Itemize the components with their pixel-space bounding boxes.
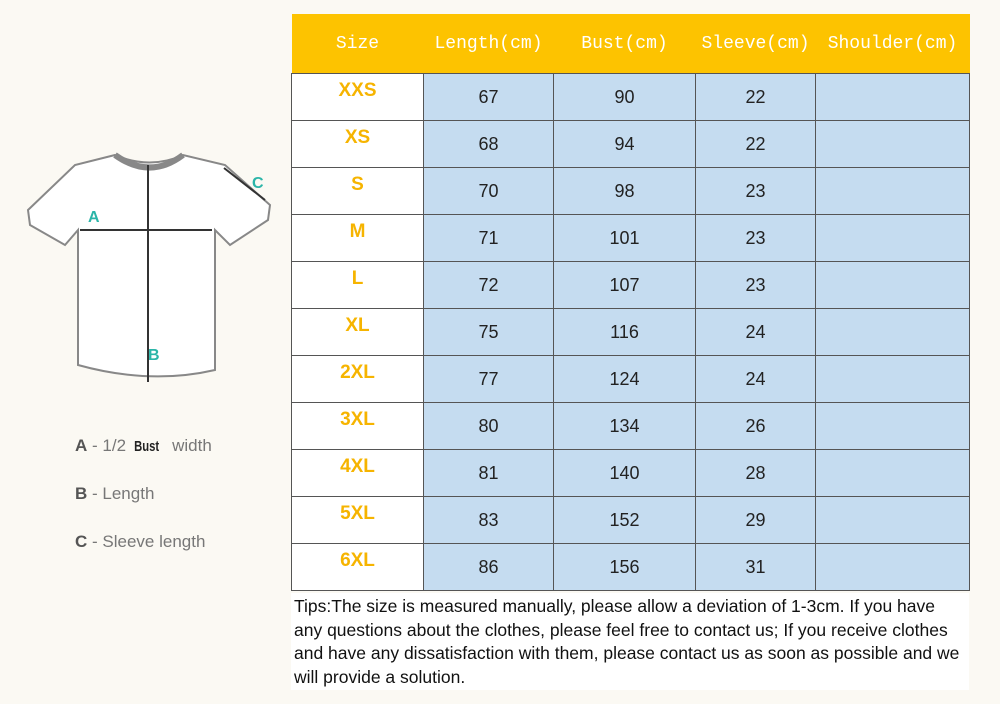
header-cell: Length(cm) bbox=[423, 14, 554, 74]
table-row: 3XL 80 134 26 bbox=[291, 402, 970, 450]
legend-text: - Length bbox=[92, 484, 155, 503]
tips: Tips:The size is measured manually, plea… bbox=[291, 593, 969, 690]
value-cell: 26 bbox=[695, 402, 816, 450]
value-cell: 86 bbox=[423, 543, 554, 591]
size-cell: 6XL bbox=[291, 543, 424, 591]
empty-cell bbox=[815, 261, 970, 309]
value-cell: 28 bbox=[695, 449, 816, 497]
value-cell: 70 bbox=[423, 167, 554, 215]
legend-key: B bbox=[75, 484, 88, 503]
value-cell: 140 bbox=[553, 449, 696, 497]
value-cell: 124 bbox=[553, 355, 696, 403]
legend-highlight: Bust bbox=[134, 438, 160, 455]
value-cell: 22 bbox=[695, 73, 816, 121]
label-a: A bbox=[88, 209, 100, 226]
empty-cell bbox=[815, 73, 970, 121]
size-cell: XS bbox=[291, 120, 424, 168]
size-cell: XXS bbox=[291, 73, 424, 121]
value-cell: 80 bbox=[423, 402, 554, 450]
size-cell: S bbox=[291, 167, 424, 215]
table-row: 5XL 83 152 29 bbox=[291, 496, 970, 544]
table-row: XS 68 94 22 bbox=[291, 120, 970, 168]
value-cell: 24 bbox=[695, 355, 816, 403]
size-cell: 3XL bbox=[291, 402, 424, 450]
value-cell: 71 bbox=[423, 214, 554, 262]
empty-cell bbox=[815, 449, 970, 497]
size-cell: 4XL bbox=[291, 449, 424, 497]
value-cell: 156 bbox=[553, 543, 696, 591]
value-cell: 22 bbox=[695, 120, 816, 168]
empty-cell bbox=[815, 167, 970, 215]
table-row: 4XL 81 140 28 bbox=[291, 449, 970, 497]
value-cell: 116 bbox=[553, 308, 696, 356]
header-cell: Bust(cm) bbox=[553, 14, 696, 74]
value-cell: 67 bbox=[423, 73, 554, 121]
value-cell: 24 bbox=[695, 308, 816, 356]
table-row: M 71 101 23 bbox=[291, 214, 970, 262]
label-b: B bbox=[148, 347, 160, 364]
value-cell: 29 bbox=[695, 496, 816, 544]
size-cell: M bbox=[291, 214, 424, 262]
value-cell: 23 bbox=[695, 261, 816, 309]
legend-tail: width bbox=[172, 436, 212, 455]
empty-cell bbox=[815, 402, 970, 450]
value-cell: 98 bbox=[553, 167, 696, 215]
legend-text: - Sleeve length bbox=[92, 532, 206, 551]
legend-key: C bbox=[75, 532, 88, 551]
empty-cell bbox=[815, 214, 970, 262]
value-cell: 90 bbox=[553, 73, 696, 121]
value-cell: 94 bbox=[553, 120, 696, 168]
size-cell: L bbox=[291, 261, 424, 309]
table-row: XXS 67 90 22 bbox=[291, 73, 970, 121]
table-row: L 72 107 23 bbox=[291, 261, 970, 309]
header-cell: Size bbox=[291, 14, 424, 74]
label-c: C bbox=[252, 175, 264, 192]
value-cell: 152 bbox=[553, 496, 696, 544]
table-row: XL 75 116 24 bbox=[291, 308, 970, 356]
value-cell: 77 bbox=[423, 355, 554, 403]
value-cell: 23 bbox=[695, 214, 816, 262]
value-cell: 81 bbox=[423, 449, 554, 497]
empty-cell bbox=[815, 543, 970, 591]
value-cell: 83 bbox=[423, 496, 554, 544]
empty-cell bbox=[815, 308, 970, 356]
legend-item: B - Length bbox=[75, 484, 154, 504]
value-cell: 68 bbox=[423, 120, 554, 168]
value-cell: 101 bbox=[553, 214, 696, 262]
empty-cell bbox=[815, 355, 970, 403]
header-cell: Sleeve(cm) bbox=[695, 14, 816, 74]
size-cell: 5XL bbox=[291, 496, 424, 544]
table-row: 2XL 77 124 24 bbox=[291, 355, 970, 403]
value-cell: 107 bbox=[553, 261, 696, 309]
value-cell: 23 bbox=[695, 167, 816, 215]
empty-cell bbox=[815, 120, 970, 168]
size-cell: 2XL bbox=[291, 355, 424, 403]
shirt-diagram: A B C bbox=[26, 152, 272, 382]
table-row: S 70 98 23 bbox=[291, 167, 970, 215]
header-cell: Shoulder(cm) bbox=[815, 14, 970, 74]
legend-key: A bbox=[75, 436, 88, 455]
legend-text: - 1/2 bbox=[92, 436, 127, 455]
empty-cell bbox=[815, 496, 970, 544]
value-cell: 31 bbox=[695, 543, 816, 591]
value-cell: 72 bbox=[423, 261, 554, 309]
legend-item: C - Sleeve length bbox=[75, 532, 205, 552]
legend-item: A - 1/2 Bust width bbox=[75, 436, 212, 456]
table-row: 6XL 86 156 31 bbox=[291, 543, 970, 591]
size-table: Size Length(cm) Bust(cm) Sleeve(cm) Shoulder… bbox=[291, 14, 970, 591]
value-cell: 75 bbox=[423, 308, 554, 356]
value-cell: 134 bbox=[553, 402, 696, 450]
size-cell: XL bbox=[291, 308, 424, 356]
